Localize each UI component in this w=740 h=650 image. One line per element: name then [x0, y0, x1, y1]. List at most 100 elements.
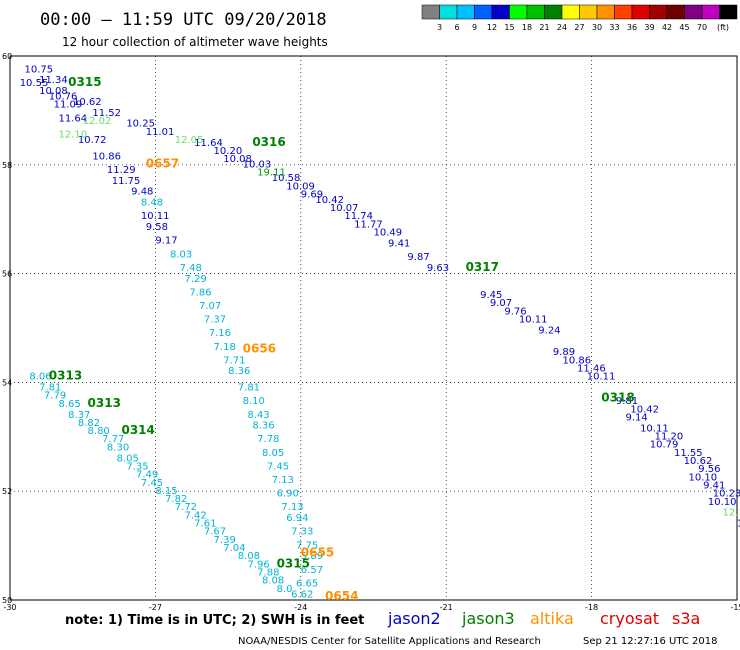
swh-value-altika: 6.90: [277, 489, 299, 500]
swh-value-altika: 7.29: [184, 274, 206, 285]
swh-value-jason2: 10.08: [223, 154, 252, 165]
swh-value-jason2: 10.76: [49, 92, 78, 103]
x-tick-label: -30: [3, 603, 16, 612]
scale-swatch: [526, 4, 545, 20]
swh-value-altika: 8.0: [277, 584, 293, 595]
swh-value-jason2: 10.49: [374, 228, 403, 239]
scale-swatch: [649, 4, 668, 20]
scale-swatch: [719, 4, 738, 20]
pass-time-label: 0317: [466, 260, 499, 274]
swh-value-jason2: 9.41: [703, 480, 725, 491]
scale-label: 70: [697, 23, 707, 32]
mission-label-jason3: jason3: [461, 609, 515, 628]
swh-value-jason2: 9.48: [131, 187, 153, 198]
swh-value-altika: 7.72: [175, 502, 197, 513]
swh-value-altika: 7.77: [102, 434, 124, 445]
swh-value-jason2: 10.10: [708, 497, 737, 508]
scale-swatch: [421, 4, 440, 20]
page-title: 00:00 – 11:59 UTC 09/20/2018: [40, 10, 327, 30]
swh-value-jason2: 10.25: [126, 119, 155, 130]
swh-value-jason2: 10.23: [713, 489, 740, 500]
swh-value-altika: 7.18: [214, 342, 236, 353]
pass-time-label: 0655: [301, 545, 334, 559]
swh-value-altika: 8.37: [68, 410, 90, 421]
swh-value-jason2: 10.07: [330, 203, 359, 214]
swh-value-altika: 7.13: [272, 475, 294, 486]
swh-value-altika: 6.57: [301, 565, 323, 576]
scale-label: 3: [437, 23, 442, 32]
swh-value-altika: 7.04: [223, 543, 245, 554]
swh-value-jason2: 11.74: [344, 211, 373, 222]
scale-label: 36: [627, 23, 637, 32]
swh-value-jason2: 11.77: [354, 219, 383, 230]
scale-unit-label: (ft): [717, 23, 729, 32]
scale-label: 12: [487, 23, 497, 32]
plot-frame: [9, 55, 738, 601]
footer-timestamp: Sep 21 12:27:16 UTC 2018: [583, 636, 717, 647]
mission-label-jason2: jason2: [387, 609, 441, 628]
swh-value-jason2: 10.62: [684, 456, 713, 467]
swh-value-jason2: 10.10: [689, 472, 718, 483]
pass-time-label: 0313: [49, 369, 82, 383]
swh-value-jason2: 9.07: [490, 298, 512, 309]
scale-swatch: [596, 4, 615, 20]
swh-value-altika: 8.36: [228, 366, 250, 377]
swh-value-jason2: 10.42: [630, 404, 659, 415]
scale-swatch: [544, 4, 563, 20]
swh-value-altika: 8.48: [141, 198, 163, 209]
mission-label-s3a: s3a: [672, 609, 700, 628]
swh-scale-labels: 3 6 9 12 15 18 21 24 27 30 33 36 39 42 45 70: [437, 23, 707, 32]
longitude-tick-labels: -30 -27 -24 -21 -18 -15: [3, 603, 740, 612]
swh-value-jason2: 11.34: [39, 75, 68, 86]
swh-value-jason2: 9.45: [480, 290, 502, 301]
swh-value-jason2: 10.11: [587, 372, 616, 383]
swh-value-jason2: 10.09: [286, 181, 315, 192]
swh-value-jason2: 10.11: [519, 315, 548, 326]
x-tick-label: -21: [440, 603, 453, 612]
swh-value-jason3: 19.11: [257, 168, 286, 179]
swh-value-altika: 7.61: [194, 519, 216, 530]
swh-value-jason2: 10.11: [640, 423, 669, 434]
swh-value-altika: 7.82: [165, 494, 187, 505]
swh-value-altika: 7.88: [257, 568, 279, 579]
swh-value-jason2: 9.58: [146, 222, 168, 233]
scale-label: 27: [574, 23, 584, 32]
pass-time-label: 0315: [277, 556, 310, 570]
swh-value-jason2: 9.56: [698, 464, 720, 475]
swh-value-jason2: 11.46: [577, 364, 606, 375]
mission-legend: jason2 jason3 altika cryosat s3a: [387, 609, 700, 628]
swh-value-altika: 6.94: [286, 513, 308, 524]
swh-value-altika: 8.82: [78, 418, 100, 429]
swh-value-altika: 8.65: [58, 399, 80, 410]
x-tick-label: -27: [149, 603, 162, 612]
scale-swatch: [439, 4, 458, 20]
swh-value-altika: 7.71: [223, 355, 245, 366]
swh-value-altika: 6.65: [296, 578, 318, 589]
swh-value-jason3: 12.11: [722, 508, 740, 519]
x-tick-label: -15: [730, 603, 740, 612]
swh-value-altika: 8.05: [262, 448, 284, 459]
scale-swatch: [701, 4, 720, 20]
swh-value-jason2: 9.87: [407, 252, 429, 263]
swh-value-jason3: 12.05: [175, 135, 204, 146]
swh-value-altika: 8.08: [262, 576, 284, 587]
swh-value-jason2: 9.14: [626, 412, 648, 423]
scale-swatch: [456, 4, 475, 20]
swh-value-altika: 7.45: [141, 478, 163, 489]
scale-swatch: [491, 4, 510, 20]
scale-swatch: [561, 4, 580, 20]
swh-value-altika: 8.06: [29, 372, 51, 383]
swh-value-altika: 7.07: [199, 301, 221, 312]
scale-swatch: [474, 4, 493, 20]
swh-value-altika: 8.36: [252, 421, 274, 432]
swh-value-altika: 7.67: [204, 527, 226, 538]
swh-value-jason2: 10.03: [243, 160, 272, 171]
swh-value-altika: 8.05: [117, 453, 139, 464]
scale-swatch: [631, 4, 650, 20]
swh-value-altika: 7.86: [189, 287, 211, 298]
swh-value-jason2: 10.20: [214, 146, 243, 157]
swh-value-altika: 8.30: [107, 442, 129, 453]
swh-value-jason2: 10.08: [39, 86, 68, 97]
swh-value-jason2: 11.20: [655, 432, 684, 443]
